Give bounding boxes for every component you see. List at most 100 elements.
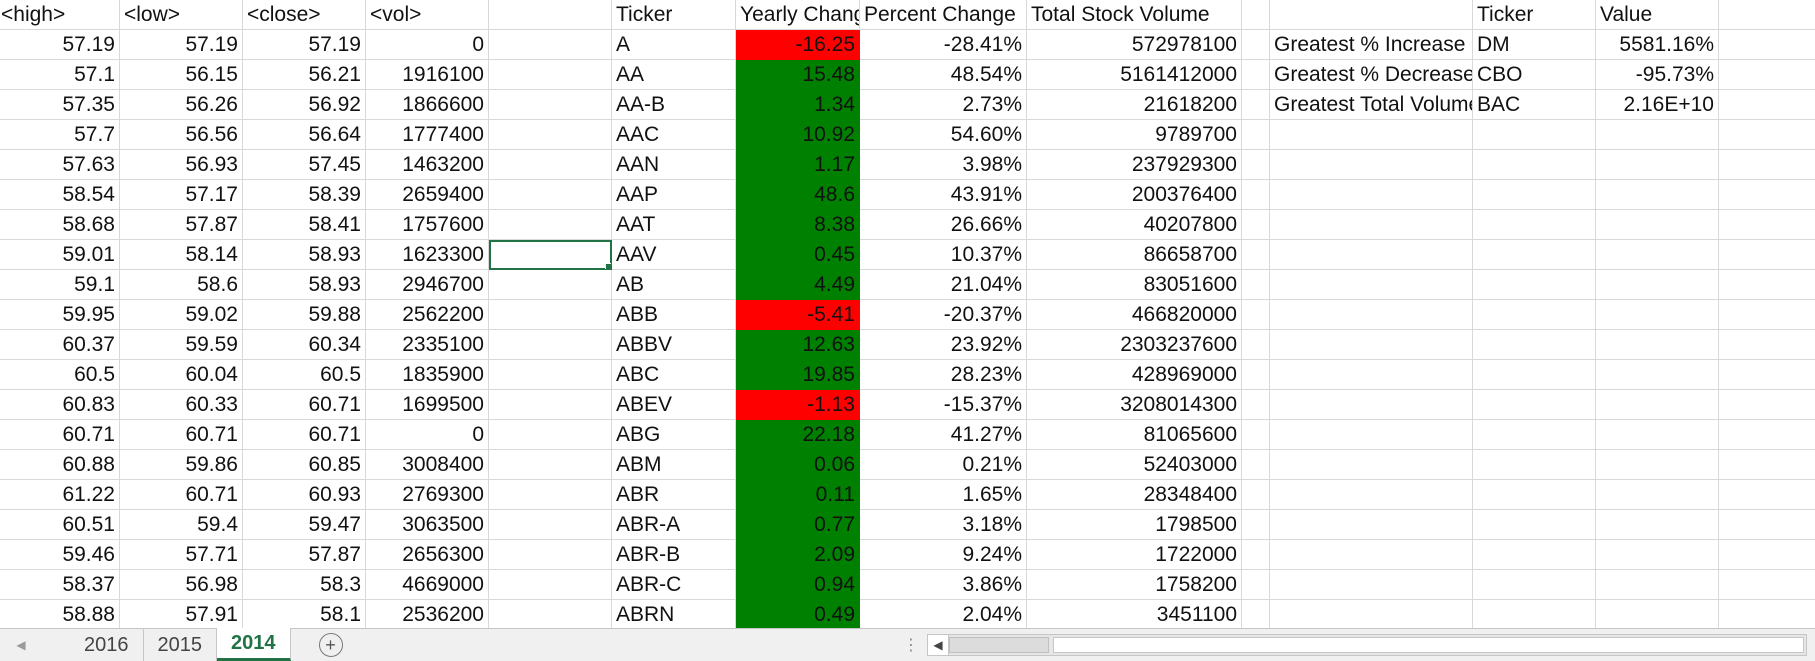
empty-cell[interactable] xyxy=(1242,600,1270,628)
empty-cell[interactable] xyxy=(1719,90,1815,120)
cell-high[interactable]: 60.88 xyxy=(0,450,120,480)
cell-total-stock-volume[interactable]: 83051600 xyxy=(1027,270,1242,300)
empty-cell[interactable] xyxy=(1596,510,1719,540)
cell-summary-ticker[interactable]: CBO xyxy=(1473,60,1596,90)
sheet-tab-2016[interactable]: 2016 xyxy=(70,629,144,661)
cell-high[interactable]: 58.68 xyxy=(0,210,120,240)
empty-cell[interactable] xyxy=(1270,540,1473,570)
cell-vol[interactable]: 2536200 xyxy=(366,600,489,628)
empty-cell[interactable] xyxy=(1473,600,1596,628)
cell-close[interactable]: 60.5 xyxy=(243,360,366,390)
empty-cell[interactable] xyxy=(1270,600,1473,628)
cell-vol[interactable]: 2656300 xyxy=(366,540,489,570)
empty-cell[interactable] xyxy=(489,570,612,600)
cell-summary-label[interactable]: Greatest % Increase xyxy=(1270,30,1473,60)
selected-cell[interactable] xyxy=(489,240,612,270)
empty-cell[interactable] xyxy=(1473,210,1596,240)
cell-total-stock-volume[interactable]: 200376400 xyxy=(1027,180,1242,210)
header-summary-ticker[interactable]: Ticker xyxy=(1473,0,1596,30)
cell-yearly-change[interactable]: 12.63 xyxy=(736,330,860,360)
header-total-stock-volume[interactable]: Total Stock Volume xyxy=(1027,0,1242,30)
cell-total-stock-volume[interactable]: 52403000 xyxy=(1027,450,1242,480)
scrollbar-track[interactable] xyxy=(949,634,1807,656)
empty-cell[interactable] xyxy=(1719,210,1815,240)
cell-ticker[interactable]: ABC xyxy=(612,360,736,390)
cell-percent-change[interactable]: 2.73% xyxy=(860,90,1027,120)
empty-cell[interactable] xyxy=(1242,210,1270,240)
empty-cell[interactable] xyxy=(1596,390,1719,420)
cell-ticker[interactable]: AAV xyxy=(612,240,736,270)
cell-high[interactable]: 59.95 xyxy=(0,300,120,330)
cell-summary-ticker[interactable]: BAC xyxy=(1473,90,1596,120)
cell-close[interactable]: 59.47 xyxy=(243,510,366,540)
empty-cell[interactable] xyxy=(1242,60,1270,90)
empty-cell[interactable] xyxy=(1719,150,1815,180)
cell-high[interactable]: 61.22 xyxy=(0,480,120,510)
header-yearly-change[interactable]: Yearly Change xyxy=(736,0,860,30)
cell-ticker[interactable]: AA-B xyxy=(612,90,736,120)
cell-ticker[interactable]: ABEV xyxy=(612,390,736,420)
header-high[interactable]: <high> xyxy=(0,0,120,30)
cell-low[interactable]: 60.04 xyxy=(120,360,243,390)
cell-yearly-change[interactable]: 0.45 xyxy=(736,240,860,270)
cell-low[interactable]: 56.56 xyxy=(120,120,243,150)
header-vol[interactable]: <vol> xyxy=(366,0,489,30)
cell-percent-change[interactable]: 41.27% xyxy=(860,420,1027,450)
cell-total-stock-volume[interactable]: 9789700 xyxy=(1027,120,1242,150)
empty-cell[interactable] xyxy=(1270,180,1473,210)
cell-percent-change[interactable]: 3.18% xyxy=(860,510,1027,540)
empty-cell[interactable] xyxy=(489,600,612,628)
empty-cell[interactable] xyxy=(1242,90,1270,120)
empty-cell[interactable] xyxy=(489,450,612,480)
empty-cell[interactable] xyxy=(489,120,612,150)
cell-close[interactable]: 57.19 xyxy=(243,30,366,60)
cell-total-stock-volume[interactable]: 5161412000 xyxy=(1027,60,1242,90)
empty-cell[interactable] xyxy=(1596,300,1719,330)
empty-cell[interactable] xyxy=(1270,390,1473,420)
scrollbar-thumb[interactable] xyxy=(949,637,1049,653)
cell-low[interactable]: 59.59 xyxy=(120,330,243,360)
cell-yearly-change[interactable]: 0.11 xyxy=(736,480,860,510)
empty-cell[interactable] xyxy=(489,0,612,30)
empty-cell[interactable] xyxy=(1596,150,1719,180)
empty-cell[interactable] xyxy=(1719,0,1815,30)
plus-circle-icon[interactable]: + xyxy=(318,633,343,657)
cell-total-stock-volume[interactable]: 86658700 xyxy=(1027,240,1242,270)
cell-high[interactable]: 57.63 xyxy=(0,150,120,180)
cell-ticker[interactable]: ABR-C xyxy=(612,570,736,600)
cell-high[interactable]: 58.88 xyxy=(0,600,120,628)
cell-percent-change[interactable]: 21.04% xyxy=(860,270,1027,300)
empty-cell[interactable] xyxy=(1270,270,1473,300)
cell-ticker[interactable]: ABR xyxy=(612,480,736,510)
cell-percent-change[interactable]: 2.04% xyxy=(860,600,1027,628)
empty-cell[interactable] xyxy=(1473,480,1596,510)
cell-yearly-change[interactable]: 8.38 xyxy=(736,210,860,240)
cell-vol[interactable]: 4669000 xyxy=(366,570,489,600)
empty-cell[interactable] xyxy=(1473,120,1596,150)
horizontal-scrollbar[interactable]: ◀ xyxy=(927,629,1807,661)
cell-percent-change[interactable]: -28.41% xyxy=(860,30,1027,60)
cell-yearly-change[interactable]: 1.34 xyxy=(736,90,860,120)
cell-yearly-change[interactable]: 0.49 xyxy=(736,600,860,628)
cell-ticker[interactable]: AAP xyxy=(612,180,736,210)
cell-close[interactable]: 57.87 xyxy=(243,540,366,570)
cell-close[interactable]: 60.71 xyxy=(243,420,366,450)
cell-close[interactable]: 58.39 xyxy=(243,180,366,210)
cell-percent-change[interactable]: -20.37% xyxy=(860,300,1027,330)
cell-yearly-change[interactable]: -16.25 xyxy=(736,30,860,60)
sheet-tab-2014[interactable]: 2014 xyxy=(217,628,291,661)
cell-low[interactable]: 60.71 xyxy=(120,420,243,450)
empty-cell[interactable] xyxy=(1242,570,1270,600)
cell-vol[interactable]: 1757600 xyxy=(366,210,489,240)
empty-cell[interactable] xyxy=(1596,600,1719,628)
empty-cell[interactable] xyxy=(1596,240,1719,270)
cell-percent-change[interactable]: 3.86% xyxy=(860,570,1027,600)
empty-cell[interactable] xyxy=(489,210,612,240)
cell-high[interactable]: 60.51 xyxy=(0,510,120,540)
cell-total-stock-volume[interactable]: 466820000 xyxy=(1027,300,1242,330)
empty-cell[interactable] xyxy=(1242,360,1270,390)
cell-ticker[interactable]: ABRN xyxy=(612,600,736,628)
cell-low[interactable]: 58.6 xyxy=(120,270,243,300)
empty-cell[interactable] xyxy=(1596,210,1719,240)
cell-high[interactable]: 59.1 xyxy=(0,270,120,300)
